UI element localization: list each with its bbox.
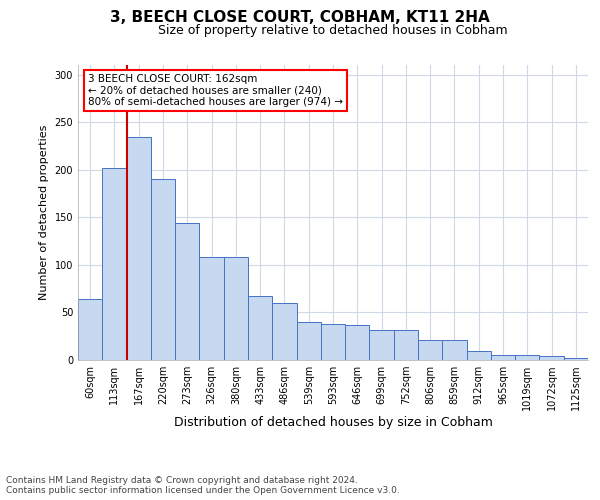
Bar [78, 299, 102, 360]
X-axis label: Distribution of detached houses by size in Cobham: Distribution of detached houses by size … [173, 416, 493, 429]
Text: Contains HM Land Registry data © Crown copyright and database right 2024.
Contai: Contains HM Land Registry data © Crown c… [6, 476, 400, 495]
Bar [296, 322, 321, 360]
Bar [491, 355, 515, 360]
Text: 3 BEECH CLOSE COURT: 162sqm
← 20% of detached houses are smaller (240)
80% of se: 3 BEECH CLOSE COURT: 162sqm ← 20% of det… [88, 74, 343, 107]
Bar [199, 257, 224, 360]
Bar [175, 223, 199, 360]
Bar [515, 355, 539, 360]
Bar [467, 352, 491, 360]
Bar [564, 358, 588, 360]
Text: 3, BEECH CLOSE COURT, COBHAM, KT11 2HA: 3, BEECH CLOSE COURT, COBHAM, KT11 2HA [110, 10, 490, 25]
Bar [370, 330, 394, 360]
Bar [248, 296, 272, 360]
Bar [539, 356, 564, 360]
Bar [272, 303, 296, 360]
Bar [442, 340, 467, 360]
Bar [394, 330, 418, 360]
Bar [345, 325, 370, 360]
Bar [102, 168, 127, 360]
Bar [418, 340, 442, 360]
Bar [321, 324, 345, 360]
Y-axis label: Number of detached properties: Number of detached properties [39, 125, 49, 300]
Bar [151, 179, 175, 360]
Title: Size of property relative to detached houses in Cobham: Size of property relative to detached ho… [158, 24, 508, 38]
Bar [127, 138, 151, 360]
Bar [224, 257, 248, 360]
